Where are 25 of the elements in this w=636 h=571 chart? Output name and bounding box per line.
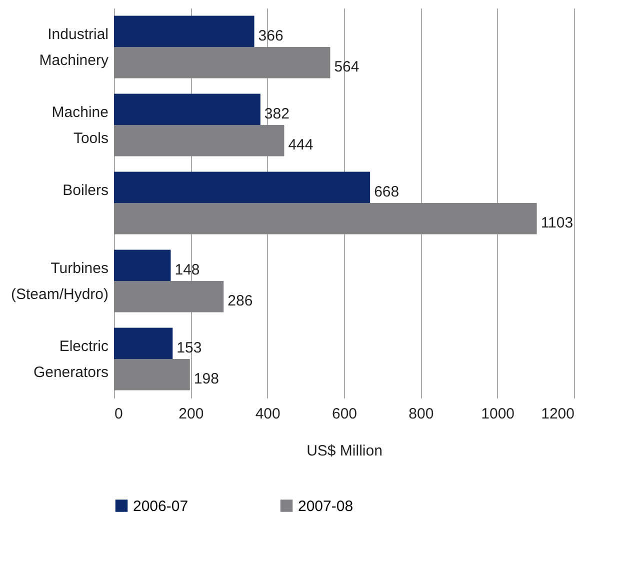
x-axis-title: US$ Million bbox=[306, 442, 382, 460]
y-tick-label: Machine Tools bbox=[52, 104, 108, 147]
x-tick-label: 200 bbox=[178, 406, 204, 422]
data-label: 198 bbox=[194, 370, 219, 388]
data-label: 382 bbox=[264, 105, 290, 122]
legend-label: 2007-08 bbox=[298, 498, 354, 515]
data-label: 1103 bbox=[540, 214, 574, 232]
data-label: 444 bbox=[288, 136, 314, 154]
y-tick-label: Electric Generators bbox=[33, 338, 109, 381]
data-label: 148 bbox=[174, 261, 200, 278]
x-tick-label: 0 bbox=[114, 406, 123, 422]
data-label: 668 bbox=[374, 183, 400, 200]
x-tick-label: 1000 bbox=[481, 406, 515, 422]
legend-label: 2006-07 bbox=[133, 498, 188, 515]
y-tick-label: Boilers bbox=[62, 182, 108, 199]
x-tick-label: 600 bbox=[332, 406, 358, 422]
data-label: 153 bbox=[176, 339, 202, 356]
x-tick-label: 800 bbox=[408, 406, 434, 422]
data-label: 564 bbox=[334, 58, 360, 76]
data-label: 286 bbox=[228, 292, 253, 310]
y-tick-label: Industrial Machinery bbox=[39, 26, 109, 69]
data-label: 366 bbox=[258, 27, 284, 44]
x-tick-label: 400 bbox=[255, 406, 280, 422]
y-tick-label: Turbines (Steam/Hydro) bbox=[10, 260, 108, 303]
x-tick-label: 1200 bbox=[541, 406, 574, 422]
